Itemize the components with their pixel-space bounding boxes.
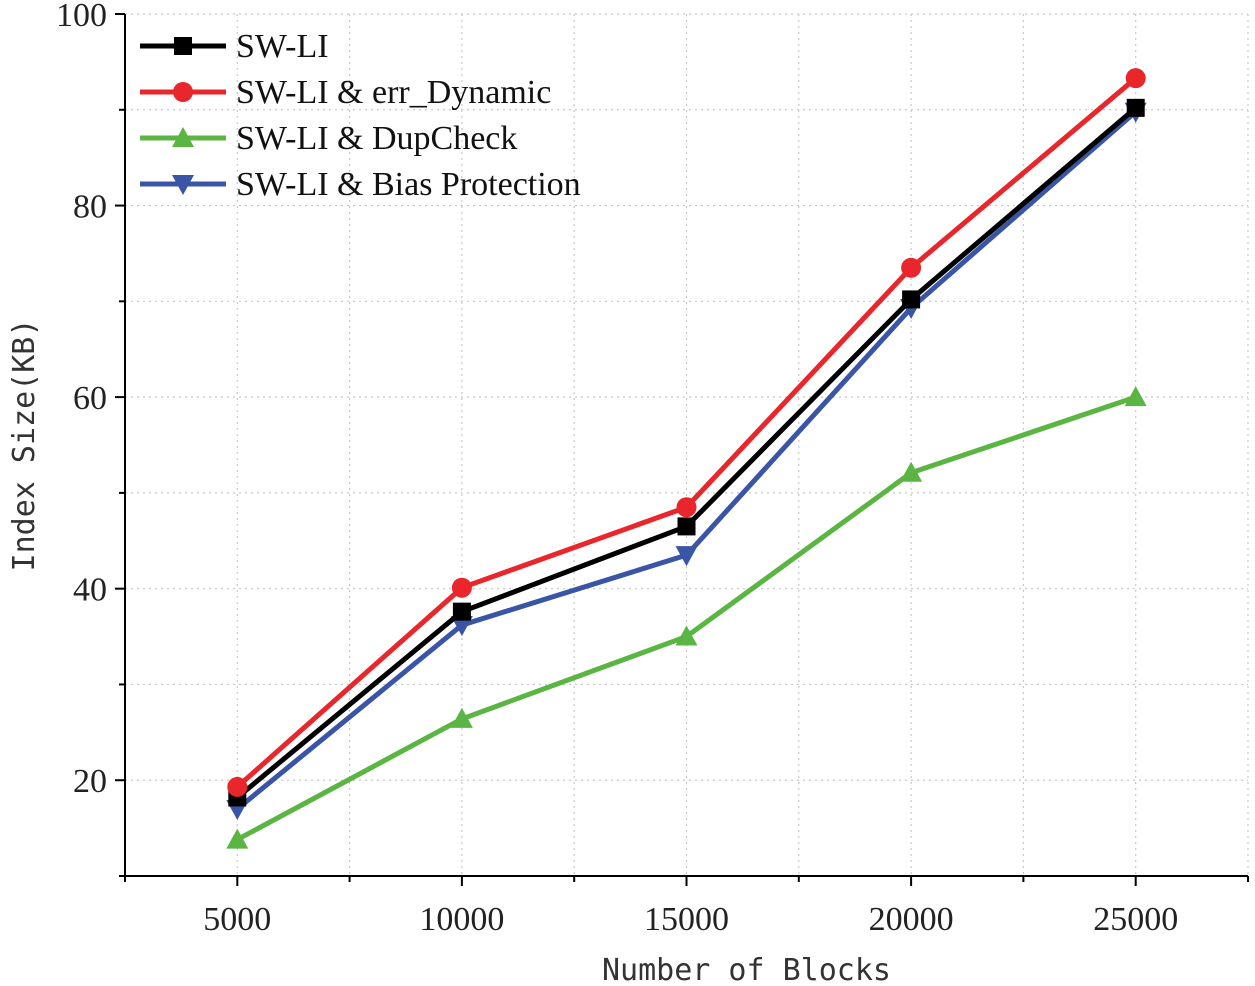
legend-label: SW-LI & DupCheck	[236, 120, 517, 157]
x-tick-label: 10000	[419, 901, 504, 938]
data-point	[226, 828, 249, 849]
legend-label: SW-LI & err_Dynamic	[236, 74, 551, 111]
x-tick-label: 25000	[1093, 901, 1178, 938]
legend-marker	[172, 127, 194, 147]
legend-marker	[173, 82, 193, 102]
data-point	[902, 290, 921, 309]
series-0	[228, 98, 1145, 807]
y-tick-label: 20	[73, 763, 107, 800]
x-tick-label: 5000	[203, 901, 271, 938]
legend: SW-LI SW-LI & err_Dynamic SW-LI & DupCheck…	[140, 28, 581, 203]
data-point	[675, 546, 698, 567]
grid	[125, 13, 1249, 876]
y-tick-label: 100	[56, 0, 107, 34]
series-2	[226, 386, 1147, 849]
data-point	[450, 616, 473, 637]
legend-label: SW-LI	[236, 28, 329, 65]
axes: 20 40 60 80 100 5000 10000 15000 20000 25000	[56, 0, 1249, 938]
legend-item: SW-LI & DupCheck	[140, 120, 517, 157]
y-tick-label: 40	[73, 572, 107, 609]
data-point	[450, 707, 473, 728]
y-tick-label: 60	[73, 380, 107, 417]
y-axis-title: Index Size(KB)	[7, 319, 42, 572]
legend-item: SW-LI & Bias Protection	[140, 166, 581, 203]
y-tick-label: 80	[73, 189, 107, 226]
legend-label: SW-LI & Bias Protection	[236, 166, 581, 203]
data-point	[900, 461, 923, 482]
x-tick-label: 15000	[644, 901, 729, 938]
data-point	[1126, 98, 1145, 117]
x-tick-label: 20000	[869, 901, 954, 938]
data-point	[675, 625, 698, 646]
series-3	[226, 102, 1147, 820]
x-axis-title: Number of Blocks	[602, 953, 891, 986]
series-1	[227, 68, 1146, 797]
data-point	[676, 497, 697, 518]
data-point	[227, 776, 248, 797]
legend-item: SW-LI	[140, 28, 329, 65]
legend-item: SW-LI & err_Dynamic	[140, 74, 551, 111]
data-point	[452, 602, 471, 621]
series-line	[236, 394, 1137, 842]
data-point	[1125, 68, 1146, 89]
series-layer	[226, 68, 1147, 849]
legend-marker	[174, 37, 192, 55]
data-point	[1124, 386, 1147, 407]
data-point	[677, 517, 696, 536]
data-point	[451, 577, 472, 598]
data-point	[901, 257, 922, 278]
legend-marker	[172, 175, 194, 195]
